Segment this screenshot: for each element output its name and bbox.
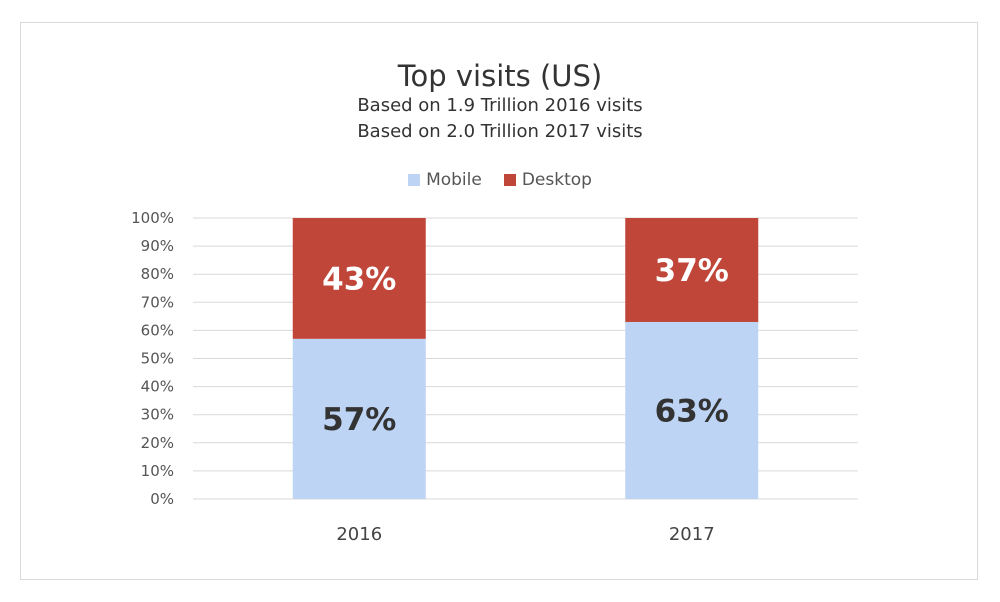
bar-mobile-2016 bbox=[292, 338, 426, 499]
y-tick-label: 30% bbox=[141, 406, 174, 424]
bar-desktop-2016 bbox=[292, 218, 426, 339]
legend-item-mobile: Mobile bbox=[408, 170, 482, 190]
y-tick-label: 50% bbox=[141, 350, 174, 368]
y-tick-label: 60% bbox=[141, 321, 174, 339]
legend-swatch-desktop bbox=[503, 174, 516, 186]
y-tick-label: 100% bbox=[131, 209, 174, 227]
legend-swatch-mobile bbox=[408, 174, 421, 186]
data-label-desktop-2017: 37% bbox=[655, 253, 729, 289]
bar-desktop-2017 bbox=[625, 218, 759, 322]
data-label-mobile-2017: 63% bbox=[655, 393, 729, 429]
y-tick-label: 10% bbox=[141, 462, 174, 480]
y-tick-label: 40% bbox=[141, 378, 174, 396]
chart-frame bbox=[20, 22, 978, 580]
x-tick-label: 2016 bbox=[336, 524, 382, 545]
y-tick-label: 0% bbox=[150, 490, 174, 508]
legend-item-desktop: Desktop bbox=[503, 170, 592, 190]
bar-mobile-2017 bbox=[625, 321, 759, 499]
y-tick-label: 80% bbox=[141, 265, 174, 283]
chart-subtitle-1: Based on 1.9 Trillion 2016 visits bbox=[357, 95, 643, 116]
legend-label-mobile: Mobile bbox=[426, 170, 482, 190]
y-tick-label: 20% bbox=[141, 434, 174, 452]
x-tick-label: 2017 bbox=[669, 524, 715, 545]
legend-label-desktop: Desktop bbox=[521, 170, 592, 190]
chart-legend: Mobile Desktop bbox=[0, 170, 1000, 190]
y-tick-label: 90% bbox=[141, 237, 174, 255]
chart-title: Top visits (US) bbox=[397, 59, 603, 93]
data-label-mobile-2016: 57% bbox=[322, 402, 396, 438]
y-tick-label: 70% bbox=[141, 293, 174, 311]
chart-subtitle-2: Based on 2.0 Trillion 2017 visits bbox=[357, 121, 643, 142]
data-label-desktop-2016: 43% bbox=[322, 261, 396, 297]
